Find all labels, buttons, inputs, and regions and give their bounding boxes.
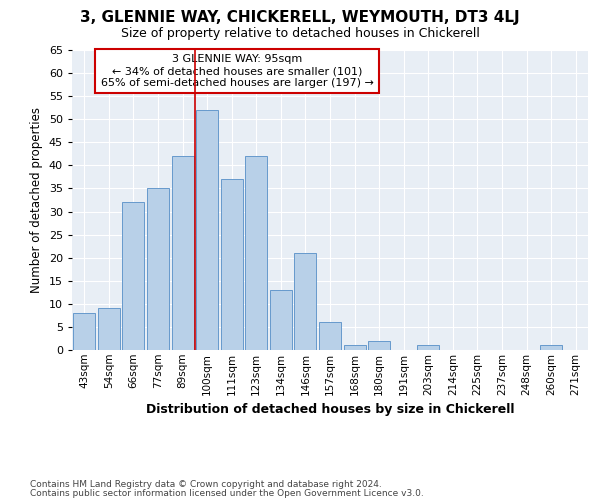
Bar — [122, 202, 145, 350]
Bar — [319, 322, 341, 350]
Text: Contains HM Land Registry data © Crown copyright and database right 2024.: Contains HM Land Registry data © Crown c… — [30, 480, 382, 489]
Bar — [295, 253, 316, 350]
Bar — [540, 346, 562, 350]
Bar — [417, 346, 439, 350]
Text: 3, GLENNIE WAY, CHICKERELL, WEYMOUTH, DT3 4LJ: 3, GLENNIE WAY, CHICKERELL, WEYMOUTH, DT… — [80, 10, 520, 25]
Bar — [98, 308, 120, 350]
Bar — [270, 290, 292, 350]
Text: Size of property relative to detached houses in Chickerell: Size of property relative to detached ho… — [121, 28, 479, 40]
Y-axis label: Number of detached properties: Number of detached properties — [30, 107, 43, 293]
Text: 3 GLENNIE WAY: 95sqm
← 34% of detached houses are smaller (101)
65% of semi-deta: 3 GLENNIE WAY: 95sqm ← 34% of detached h… — [101, 54, 374, 88]
Bar — [344, 346, 365, 350]
X-axis label: Distribution of detached houses by size in Chickerell: Distribution of detached houses by size … — [146, 403, 514, 416]
Bar — [73, 313, 95, 350]
Bar — [196, 110, 218, 350]
Bar — [147, 188, 169, 350]
Bar — [368, 341, 390, 350]
Text: Contains public sector information licensed under the Open Government Licence v3: Contains public sector information licen… — [30, 488, 424, 498]
Bar — [172, 156, 194, 350]
Bar — [221, 179, 243, 350]
Bar — [245, 156, 268, 350]
